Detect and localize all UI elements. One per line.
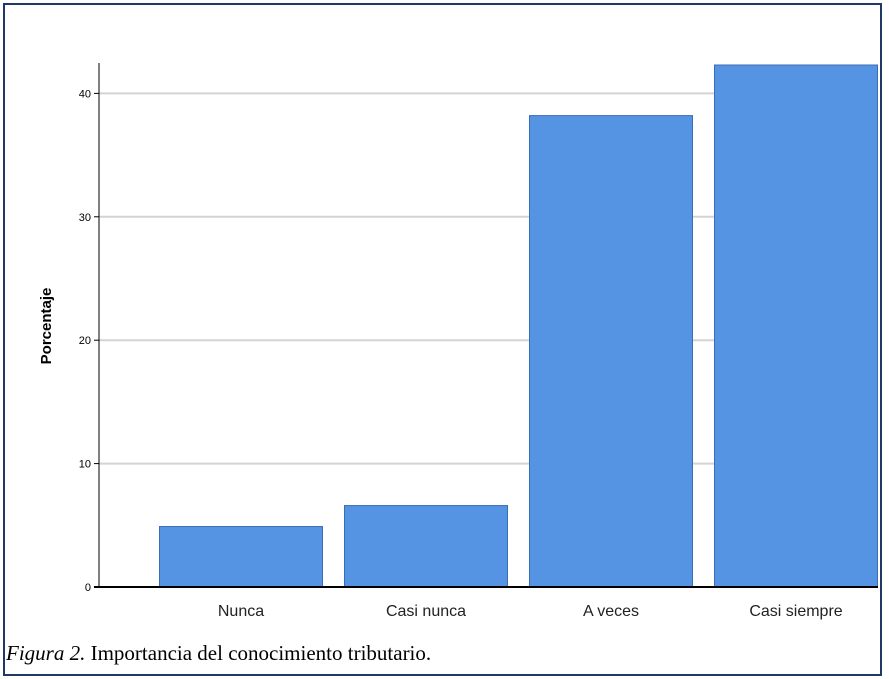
x-tick-label: A veces bbox=[583, 603, 639, 620]
y-axis-title: Porcentaje bbox=[38, 288, 55, 365]
figure-frame: 0 10 20 30 40 Nunca Casi nunca A veces Casi siem… bbox=[3, 3, 882, 676]
figure-caption: Figura 2. Importancia del conocimiento t… bbox=[6, 641, 431, 666]
bars bbox=[159, 64, 878, 588]
axis-labels: 0 10 20 30 40 Nunca Casi nunca A veces Casi siem… bbox=[38, 88, 843, 620]
y-tick-label: 40 bbox=[79, 88, 91, 100]
y-tick-label: 30 bbox=[79, 212, 91, 224]
x-tick-label: Casi nunca bbox=[386, 603, 466, 620]
bar bbox=[714, 64, 878, 588]
axes bbox=[94, 63, 878, 588]
figure-caption-text: Importancia del conocimiento tributario. bbox=[85, 641, 432, 665]
y-tick-label: 20 bbox=[79, 335, 91, 347]
bar bbox=[159, 526, 323, 588]
x-tick-label: Nunca bbox=[218, 603, 264, 620]
bar bbox=[344, 505, 508, 588]
y-tick-label: 10 bbox=[79, 459, 91, 471]
bar-chart: 0 10 20 30 40 Nunca Casi nunca A veces Casi siem… bbox=[38, 63, 878, 620]
x-tick-label: Casi siempre bbox=[749, 603, 842, 620]
bar bbox=[529, 115, 693, 588]
figure-number: Figura 2. bbox=[6, 641, 86, 665]
y-tick-label: 0 bbox=[85, 582, 91, 594]
